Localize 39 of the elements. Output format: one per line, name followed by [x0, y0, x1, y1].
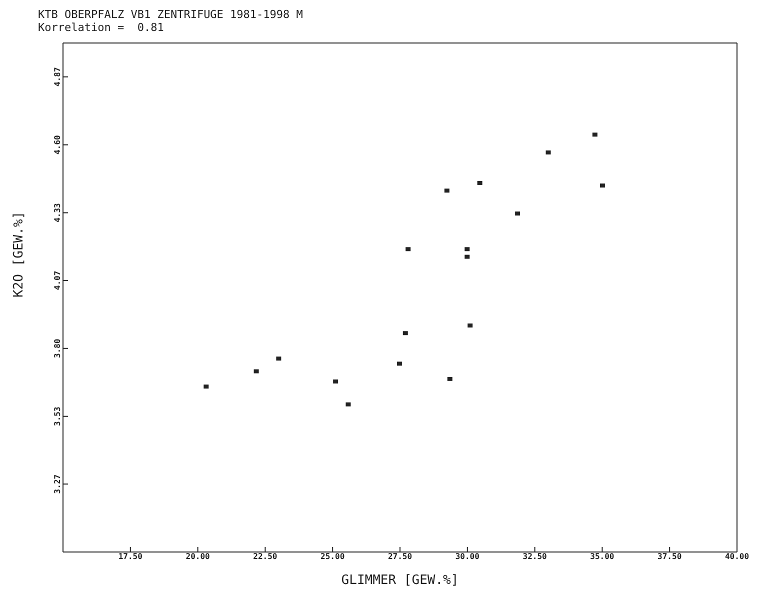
point — [402, 331, 408, 336]
chart-subtitle: Korrelation = 0.81 — [38, 21, 165, 34]
point — [276, 356, 282, 361]
x-tick-label: 20.00 — [186, 552, 210, 561]
y-tick-label: 3.80 — [53, 338, 62, 358]
y-tick-label: 4.07 — [53, 270, 62, 290]
point — [546, 150, 551, 154]
point — [204, 384, 209, 389]
x-tick-label: 32.50 — [522, 552, 548, 561]
x-tick-label: 17.50 — [118, 552, 143, 561]
x-tick-label: 37.50 — [658, 552, 682, 561]
y-tick-label: 4.87 — [53, 67, 62, 86]
point — [406, 247, 411, 252]
point — [254, 369, 259, 374]
point — [515, 212, 520, 216]
point — [477, 180, 482, 185]
x-tick-label: 40.00 — [724, 552, 750, 561]
y-tick-label: 3.53 — [53, 406, 62, 426]
point — [346, 402, 351, 406]
point — [444, 188, 450, 193]
x-tick-label: 30.00 — [455, 552, 480, 561]
point — [592, 132, 598, 137]
x-axis-title: GLIMMER [GEW.%] — [341, 573, 459, 588]
point — [333, 379, 338, 384]
point — [396, 362, 402, 366]
point — [464, 254, 470, 259]
point — [600, 184, 605, 188]
x-tick-label: 22.50 — [253, 552, 278, 561]
x-tick-label: 25.00 — [320, 552, 345, 561]
y-tick-label: 4.60 — [53, 134, 62, 154]
y-tick-label: 3.27 — [53, 474, 62, 494]
chart-title: KTB OBERPFALZ VB1 ZENTRIFUGE 1981-1998 M — [38, 8, 304, 21]
y-tick-label: 4.33 — [53, 202, 62, 222]
x-tick-label: 27.50 — [388, 552, 412, 561]
point — [447, 376, 452, 381]
x-tick-label: 35.00 — [590, 552, 614, 561]
point — [464, 247, 470, 252]
point — [468, 323, 473, 328]
y-axis-title: K2O [GEW.%] — [12, 211, 27, 298]
